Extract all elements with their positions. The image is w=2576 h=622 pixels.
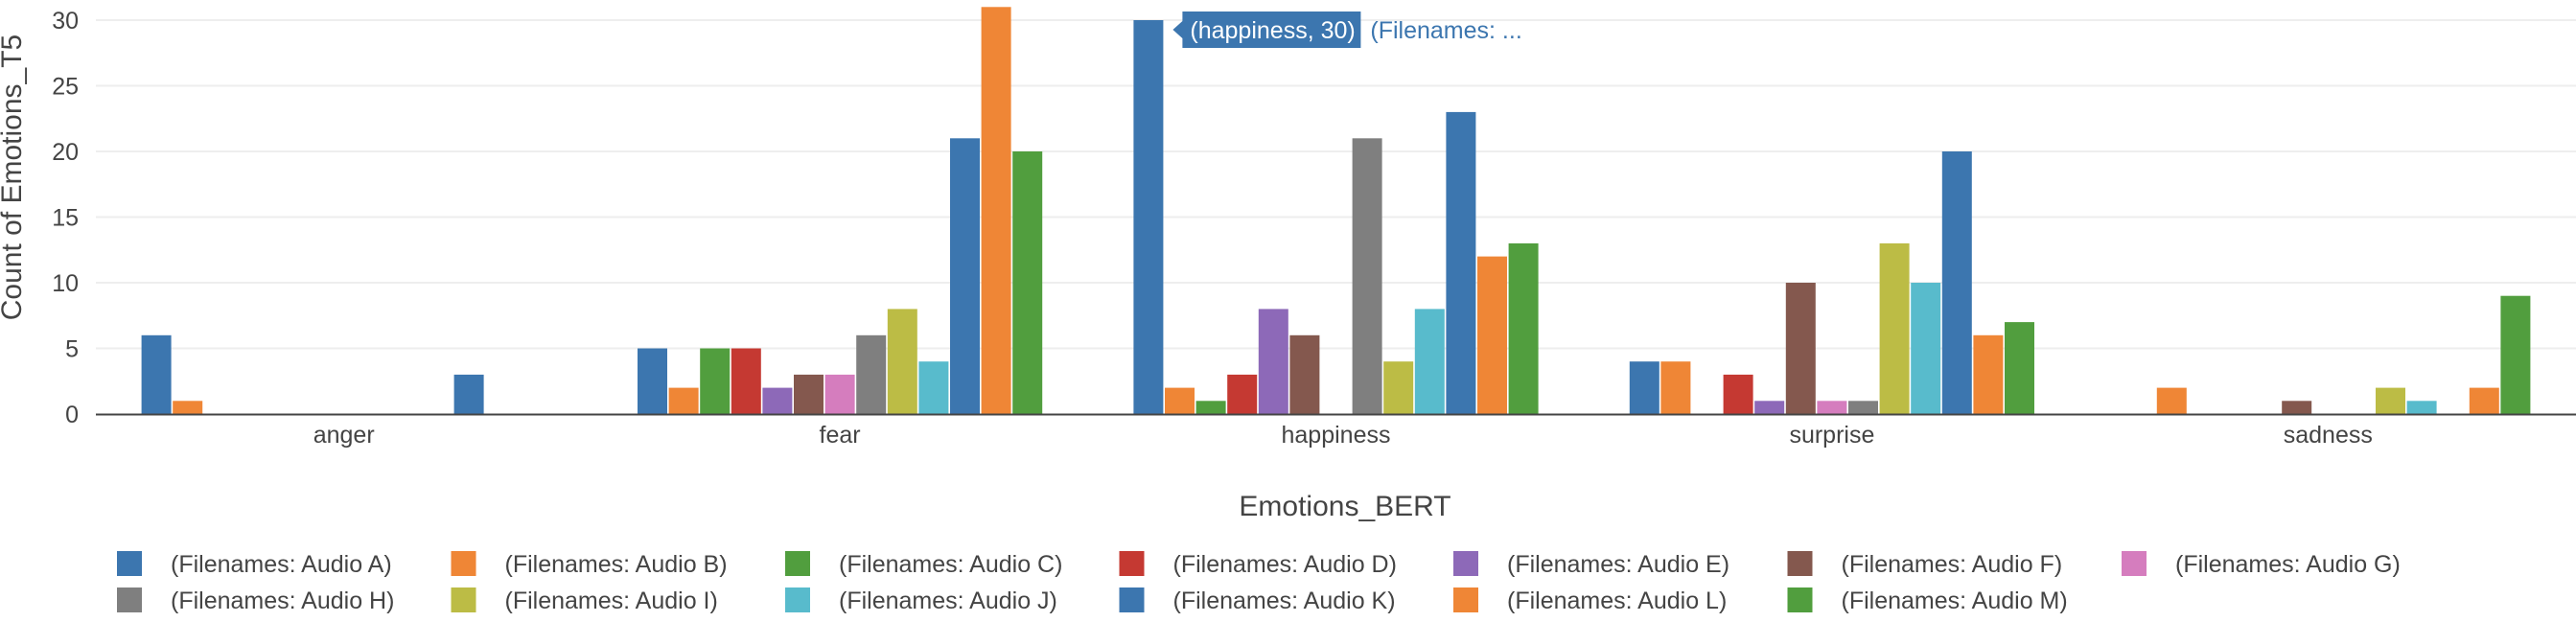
legend-entry[interactable]: (Filenames: Audio A) (171, 551, 392, 578)
bar[interactable] (1911, 283, 1941, 414)
y-axis-title: Count of Emotions_T5 (0, 35, 28, 321)
x-tick-label: anger (313, 422, 375, 449)
legend-swatch[interactable] (1119, 551, 1145, 576)
bar[interactable] (918, 361, 949, 414)
legend-entry[interactable]: (Filenames: Audio C) (839, 551, 1062, 578)
legend-swatch[interactable] (1453, 587, 1478, 612)
bar[interactable] (1133, 20, 1164, 414)
legend-swatch[interactable] (451, 587, 476, 612)
hover-tooltip-box (1172, 12, 1361, 48)
bar[interactable] (1508, 242, 1539, 414)
legend-entry[interactable]: (Filenames: Audio G) (2175, 551, 2401, 578)
bar[interactable] (1817, 401, 1847, 414)
bar[interactable] (762, 387, 793, 414)
bar[interactable] (141, 334, 172, 414)
bar[interactable] (794, 374, 824, 414)
legend-swatch[interactable] (1787, 587, 1813, 612)
legend-entry[interactable]: (Filenames: Audio M) (1842, 587, 2068, 614)
legend-entry[interactable]: (Filenames: Audio E) (1507, 551, 1729, 578)
bar[interactable] (887, 309, 917, 414)
legend-entry[interactable]: (Filenames: Audio I) (505, 587, 718, 614)
bar[interactable] (1723, 374, 1753, 414)
bar[interactable] (824, 374, 855, 414)
legend-swatch[interactable] (785, 587, 810, 612)
bar[interactable] (1848, 401, 1878, 414)
y-tick-label: 20 (52, 139, 79, 166)
bar[interactable] (856, 334, 887, 414)
x-axis-title: Emotions_BERT (1239, 491, 1450, 522)
x-tick-label: sadness (2284, 422, 2373, 449)
bar[interactable] (1414, 309, 1445, 414)
y-tick-label: 5 (65, 336, 79, 363)
bar[interactable] (1352, 138, 1382, 415)
bar[interactable] (731, 348, 761, 415)
legend-swatch[interactable] (785, 551, 810, 576)
bar-series-group (141, 7, 2531, 415)
bar[interactable] (1477, 256, 1507, 414)
legend-entry[interactable]: (Filenames: Audio D) (1173, 551, 1397, 578)
bar[interactable] (1012, 151, 1043, 414)
bar[interactable] (1165, 387, 1195, 414)
legend-entry[interactable]: (Filenames: Audio B) (505, 551, 728, 578)
bar[interactable] (2469, 387, 2499, 414)
bar[interactable] (668, 387, 699, 414)
legend-entry[interactable]: (Filenames: Audio L) (1507, 587, 1727, 614)
legend-entry[interactable]: (Filenames: Audio J) (839, 587, 1057, 614)
legend-swatch[interactable] (117, 587, 142, 612)
legend-swatch[interactable] (1453, 551, 1478, 576)
bar[interactable] (1446, 111, 1476, 415)
legend-entry[interactable]: (Filenames: Audio K) (1173, 587, 1396, 614)
y-tick-label: 30 (52, 8, 79, 35)
bar[interactable] (1941, 151, 1972, 414)
legend-entry[interactable]: (Filenames: Audio H) (171, 587, 394, 614)
bar[interactable] (1879, 242, 1910, 414)
legend-swatch[interactable] (2122, 551, 2147, 576)
legend-entry[interactable]: (Filenames: Audio F) (1842, 551, 2063, 578)
bar[interactable] (1258, 309, 1288, 414)
hover-tooltip-series: (Filenames: ... (1370, 17, 1521, 44)
bar[interactable] (2282, 401, 2312, 414)
bar[interactable] (1785, 283, 1816, 414)
bar[interactable] (1289, 334, 1320, 414)
bar[interactable] (173, 401, 203, 414)
y-tick-labels: 0 5 10 15 20 25 30 (52, 8, 79, 428)
y-tick-label: 15 (52, 205, 79, 232)
x-tick-labels: anger fear happiness surprise sadness (313, 422, 2373, 449)
bar[interactable] (1629, 361, 1659, 414)
x-tick-label: surprise (1789, 422, 1874, 449)
bar[interactable] (1973, 334, 2004, 414)
legend-swatch[interactable] (1119, 587, 1145, 612)
legend-swatch[interactable] (117, 551, 142, 576)
y-gridlines (96, 19, 2576, 350)
y-tick-label: 10 (52, 270, 79, 297)
bar[interactable] (950, 138, 980, 415)
y-tick-label: 25 (52, 74, 79, 101)
y-tick-label: 0 (65, 402, 79, 428)
hover-tooltip: (happiness, 30) (Filenames: ... (1172, 12, 1522, 48)
x-tick-label: fear (820, 422, 861, 449)
legend-swatch[interactable] (1787, 551, 1813, 576)
bar[interactable] (1195, 401, 1226, 414)
bar[interactable] (1754, 401, 1785, 414)
hover-tooltip-label: (happiness, 30) (1190, 17, 1355, 44)
bar[interactable] (2406, 401, 2437, 414)
bar[interactable] (1227, 374, 1258, 414)
bar[interactable] (453, 374, 484, 414)
bar[interactable] (638, 348, 667, 415)
bar[interactable] (2005, 322, 2034, 414)
bar[interactable] (1383, 361, 1414, 414)
bar[interactable] (2500, 295, 2531, 414)
bar[interactable] (2376, 387, 2405, 414)
legend-swatch[interactable] (451, 551, 476, 576)
bar[interactable] (700, 348, 731, 415)
bar[interactable] (981, 7, 1011, 415)
legend: (Filenames: Audio A) (Filenames: Audio B)… (117, 551, 2401, 614)
bar[interactable] (2156, 387, 2187, 414)
bar[interactable] (1660, 361, 1691, 414)
x-tick-label: happiness (1282, 422, 1391, 449)
